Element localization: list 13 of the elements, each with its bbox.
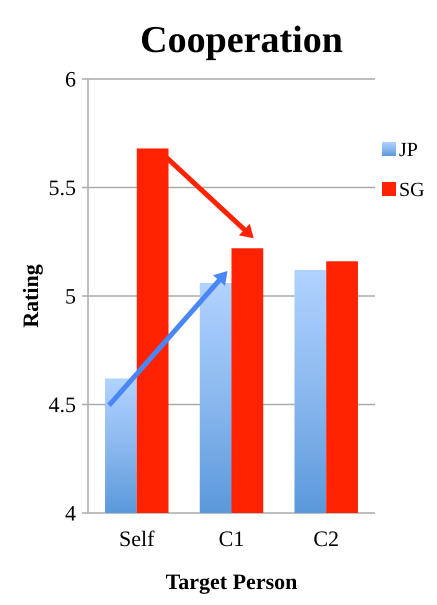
- y-tick-label: 4.5: [48, 392, 76, 418]
- y-axis-title: Rating: [18, 264, 43, 328]
- x-tick-label: Self: [119, 526, 156, 551]
- y-tick-label: 5.5: [48, 175, 76, 200]
- y-tick-label: 5: [65, 284, 76, 309]
- legend-label: SG: [399, 179, 425, 201]
- x-tick-label: C2: [313, 526, 340, 551]
- chart-title: Cooperation: [140, 19, 343, 61]
- legend-label: JP: [399, 139, 418, 161]
- y-tick-label: 4: [65, 500, 76, 526]
- y-tick-label: 6: [65, 66, 76, 92]
- x-axis-title: Target Person: [166, 569, 298, 594]
- x-tick-label: C1: [218, 526, 244, 551]
